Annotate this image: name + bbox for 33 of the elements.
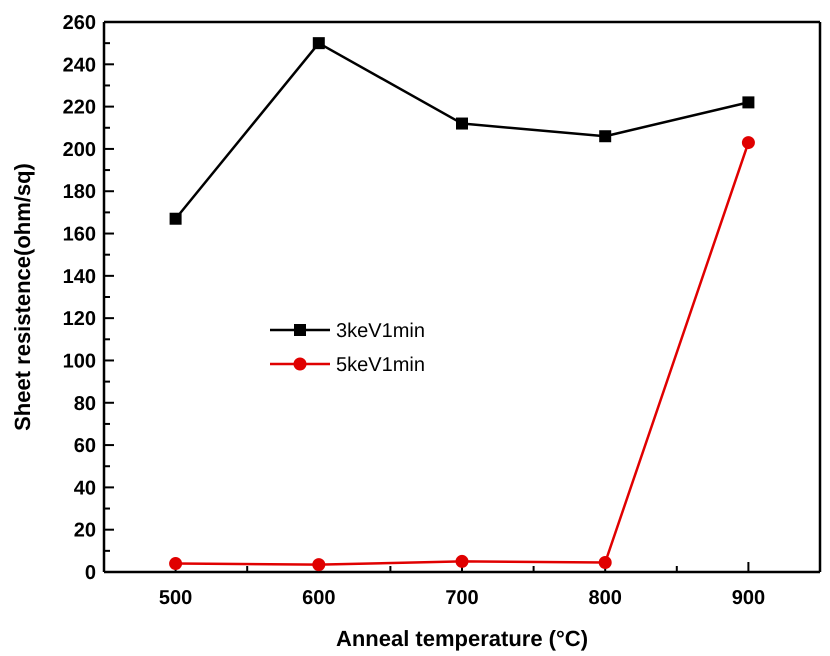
y-axis-title: Sheet resistence(ohm/sq)	[10, 163, 35, 431]
x-tick-label: 900	[732, 587, 766, 609]
x-axis-title: Anneal temperature (°C)	[336, 626, 588, 651]
x-tick-label: 500	[158, 587, 192, 609]
point	[169, 557, 182, 570]
y-tick-label: 100	[62, 350, 96, 372]
x-tick-label: 800	[588, 587, 622, 609]
y-tick-label: 140	[62, 266, 96, 288]
y-tick-label: 0	[84, 562, 96, 584]
y-tick-label: 60	[74, 435, 96, 458]
y-tick-label: 160	[62, 224, 96, 246]
y-tick-label: 20	[74, 520, 96, 542]
y-tick-label: 120	[62, 308, 96, 330]
y-tick-label: 240	[62, 54, 96, 76]
x-tick-label: 600	[302, 587, 336, 609]
point	[742, 136, 755, 150]
point	[456, 118, 468, 130]
point	[312, 558, 326, 572]
y-tick-label: 40	[74, 477, 96, 500]
x-tick-label: 700	[445, 587, 479, 609]
point	[598, 556, 612, 569]
y-tick-label: 80	[74, 392, 96, 415]
point	[742, 96, 754, 108]
point	[312, 37, 325, 50]
point	[170, 212, 182, 225]
legend-label: 3keV1min	[336, 320, 425, 342]
point	[599, 130, 612, 142]
point	[456, 554, 468, 568]
y-tick-label: 260	[62, 12, 96, 34]
y-tick-label: 200	[62, 138, 96, 161]
y-tick-label: 180	[62, 181, 96, 204]
y-tick-label: 220	[62, 96, 96, 119]
legend-label: 5keV1min	[336, 354, 425, 376]
